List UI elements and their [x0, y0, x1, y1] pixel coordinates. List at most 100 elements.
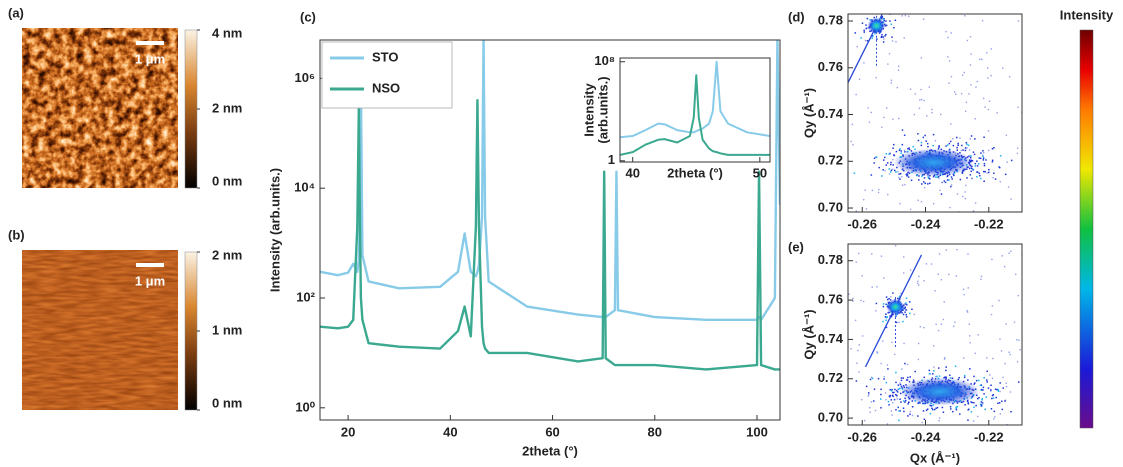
y-tick-label: 10⁰ — [295, 399, 315, 414]
speckle — [945, 376, 947, 378]
speckle — [949, 374, 951, 377]
speckle — [901, 143, 904, 146]
plot-frame — [847, 13, 1023, 213]
map-group — [848, 244, 1022, 425]
speckle — [899, 148, 901, 150]
speckle — [921, 421, 923, 424]
speckle — [901, 129, 904, 131]
y-tick-label: 0.70 — [818, 199, 843, 214]
speckle — [924, 134, 926, 137]
speckle — [938, 177, 940, 179]
speckle — [880, 255, 883, 257]
speckle — [877, 191, 880, 194]
speckle — [888, 297, 890, 300]
speckle — [923, 418, 926, 421]
speckle — [908, 147, 910, 149]
speckle — [950, 185, 952, 188]
speckle — [931, 407, 933, 410]
speckle — [848, 293, 850, 295]
speckle — [982, 170, 985, 173]
plot-frame — [619, 57, 771, 163]
speckle — [944, 181, 947, 184]
speckle — [938, 145, 940, 147]
speckle — [950, 184, 953, 186]
speckle — [932, 345, 935, 347]
legend-label: NSO — [372, 80, 400, 95]
afm-image — [22, 250, 178, 410]
y-tick-label: 1 — [608, 152, 615, 167]
speckle — [899, 202, 901, 205]
speckle — [953, 174, 955, 177]
speckle — [923, 326, 925, 329]
plot-frame — [319, 39, 781, 421]
speckle — [1001, 408, 1003, 411]
speckle — [980, 405, 983, 407]
speckle — [920, 144, 923, 147]
speckle — [895, 150, 898, 153]
speckle — [936, 176, 939, 178]
speckle — [907, 150, 909, 153]
speckle — [964, 147, 967, 149]
speckle — [979, 174, 981, 177]
speckle — [896, 391, 899, 393]
speckle — [884, 35, 886, 37]
speckle — [892, 401, 894, 404]
y-axis-label: Qy (Å⁻¹) — [801, 309, 816, 359]
colorbar-tick-label: 1 nm — [212, 322, 242, 337]
speckle — [909, 410, 912, 413]
speckle — [900, 401, 902, 403]
x-tick-label: 50 — [753, 165, 767, 180]
speckle — [941, 406, 944, 409]
speckle — [948, 142, 951, 145]
speckle — [987, 108, 990, 111]
speckle — [997, 390, 1000, 392]
speckle — [974, 165, 977, 167]
speckle — [885, 164, 888, 166]
speckle — [887, 400, 890, 403]
speckle — [975, 86, 977, 88]
speckle — [982, 157, 985, 159]
speckle — [878, 188, 880, 191]
speckle — [920, 98, 923, 101]
speckle — [959, 178, 962, 181]
speckle — [926, 408, 929, 410]
speckle — [902, 272, 905, 274]
speckle — [905, 302, 907, 304]
colorbar-tick-label: 2 nm — [212, 247, 242, 262]
speckle — [999, 181, 1002, 183]
speckle — [928, 86, 930, 88]
speckle — [997, 402, 999, 405]
speckle — [974, 138, 976, 140]
speckle — [897, 384, 900, 386]
speckle — [856, 45, 858, 48]
speckle — [851, 123, 854, 126]
speckle — [885, 296, 888, 298]
speckle — [921, 175, 923, 177]
speckle — [899, 178, 901, 180]
speckle — [950, 408, 952, 410]
speckle — [888, 52, 891, 55]
series-group — [620, 60, 770, 156]
speckle — [1002, 387, 1005, 389]
speckle — [898, 295, 901, 298]
speckle — [943, 358, 946, 360]
speckle — [888, 173, 891, 175]
speckle — [894, 19, 897, 22]
speckle — [918, 284, 920, 286]
speckle — [872, 400, 875, 402]
speckle — [950, 176, 953, 178]
panel-label: (d) — [788, 9, 805, 24]
speckle — [896, 398, 898, 400]
speckle — [889, 388, 892, 391]
speckle — [970, 401, 972, 403]
speckle — [1009, 391, 1012, 393]
speckle — [914, 370, 916, 373]
speckle — [981, 154, 984, 157]
legend-label: STO — [372, 49, 399, 64]
speckle — [877, 377, 880, 380]
speckle — [983, 180, 985, 183]
speckle — [993, 172, 995, 175]
speckle — [909, 312, 911, 315]
y-axis-label: Intensity (arb.units.) — [267, 168, 282, 292]
speckle — [946, 179, 949, 181]
